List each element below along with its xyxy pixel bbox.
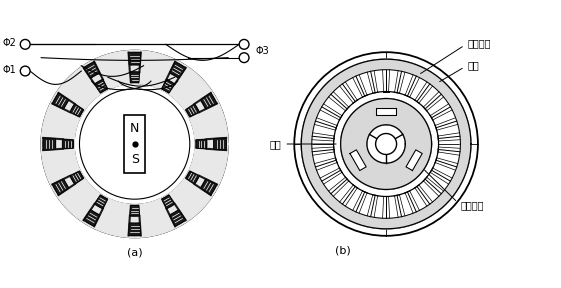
Text: S: S — [131, 153, 139, 166]
Polygon shape — [186, 104, 199, 117]
Polygon shape — [95, 79, 108, 93]
Text: 转子: 转子 — [270, 139, 336, 149]
Polygon shape — [95, 195, 108, 209]
Circle shape — [301, 59, 471, 229]
Text: Φ2: Φ2 — [2, 38, 16, 48]
Polygon shape — [350, 150, 366, 170]
Bar — [125, 115, 145, 173]
Polygon shape — [84, 210, 100, 226]
Text: (a): (a) — [127, 248, 142, 257]
Circle shape — [20, 66, 30, 76]
Polygon shape — [376, 108, 396, 115]
Text: Φ3: Φ3 — [255, 46, 269, 56]
Polygon shape — [341, 98, 431, 190]
Polygon shape — [52, 93, 69, 109]
Polygon shape — [406, 150, 422, 170]
Polygon shape — [214, 138, 226, 150]
Polygon shape — [130, 72, 140, 83]
Polygon shape — [63, 139, 73, 149]
Text: Φ1: Φ1 — [2, 65, 16, 75]
Circle shape — [239, 53, 249, 62]
Polygon shape — [200, 179, 217, 195]
Polygon shape — [70, 171, 84, 184]
Circle shape — [295, 52, 478, 236]
Text: (b): (b) — [334, 246, 350, 256]
Polygon shape — [169, 62, 186, 78]
Polygon shape — [128, 52, 141, 65]
Circle shape — [376, 134, 397, 154]
Text: 定子: 定子 — [440, 60, 479, 82]
Polygon shape — [301, 59, 471, 229]
Polygon shape — [162, 79, 174, 93]
Circle shape — [367, 125, 406, 163]
Polygon shape — [70, 104, 84, 117]
Polygon shape — [41, 51, 228, 237]
Circle shape — [20, 39, 30, 49]
Circle shape — [239, 39, 249, 49]
Polygon shape — [84, 62, 100, 78]
Polygon shape — [186, 171, 199, 184]
Polygon shape — [200, 93, 217, 109]
Polygon shape — [162, 195, 174, 209]
Circle shape — [334, 92, 439, 196]
Text: 定子线圈: 定子线圈 — [421, 38, 491, 73]
Polygon shape — [130, 205, 140, 216]
Text: N: N — [130, 122, 139, 135]
Polygon shape — [43, 138, 56, 150]
Circle shape — [341, 98, 431, 190]
Polygon shape — [128, 223, 141, 236]
Text: 永久磁铁: 永久磁铁 — [417, 162, 484, 210]
Polygon shape — [196, 139, 206, 149]
Polygon shape — [169, 210, 186, 226]
Polygon shape — [52, 179, 69, 195]
